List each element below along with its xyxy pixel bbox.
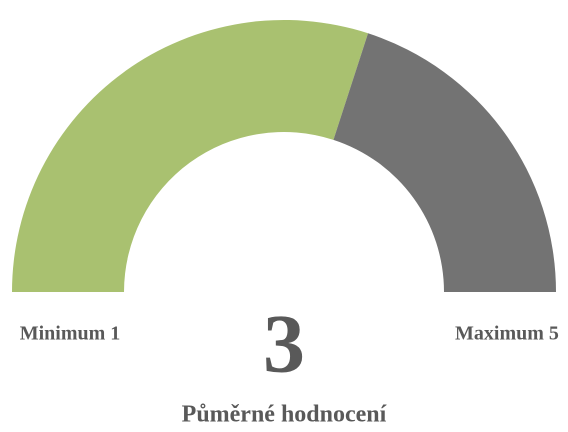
- gauge-value: [12, 19, 369, 293]
- max-label: Maximum 5: [455, 323, 559, 345]
- gauge-rest: [333, 33, 556, 293]
- min-label: Minimum 1: [20, 323, 121, 345]
- chart-title: Půměrné hodnocení: [182, 402, 387, 428]
- value-label: 3: [263, 297, 305, 390]
